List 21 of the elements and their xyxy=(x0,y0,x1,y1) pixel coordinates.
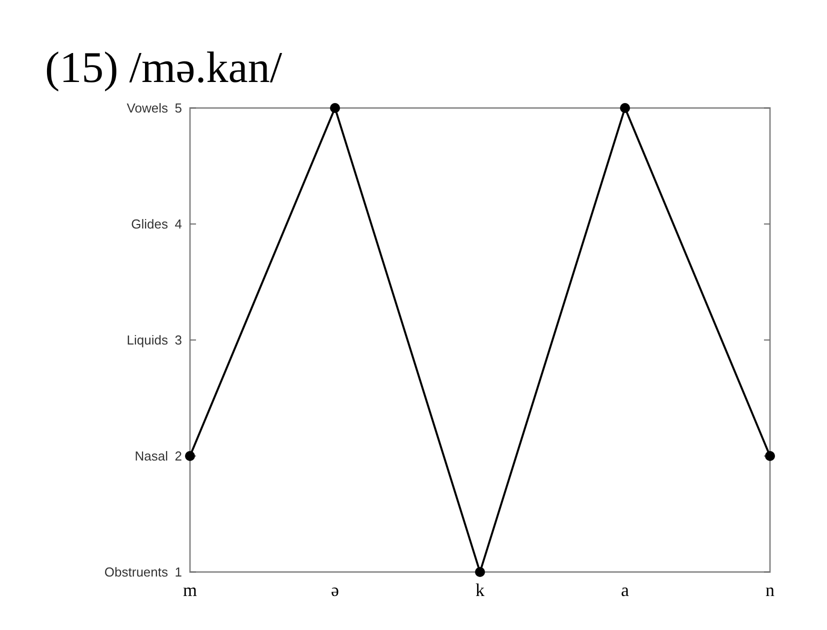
y-tick-label: 2 xyxy=(174,448,182,464)
y-tick-label: 5 xyxy=(174,100,182,116)
x-tick-label: k xyxy=(476,580,484,600)
x-tick-label: m xyxy=(182,580,198,600)
point xyxy=(620,103,630,113)
point xyxy=(765,451,775,461)
chart-title: (15) /mə.kan/ xyxy=(45,43,283,92)
x-tick-label: a xyxy=(621,580,629,600)
point xyxy=(475,567,485,577)
text: Nasal xyxy=(134,448,168,464)
y-tick-label: 1 xyxy=(174,564,182,580)
point xyxy=(185,451,195,461)
x-tick-label: n xyxy=(766,580,774,600)
text: Liquids xyxy=(126,332,168,348)
text: Obstruents xyxy=(104,564,168,580)
x-tick-label: ə xyxy=(331,580,339,600)
text: Glides xyxy=(131,216,168,232)
point xyxy=(330,103,340,113)
y-tick-label: 3 xyxy=(174,332,182,348)
text: Vowels xyxy=(126,100,168,116)
y-tick-label: 4 xyxy=(174,216,182,232)
